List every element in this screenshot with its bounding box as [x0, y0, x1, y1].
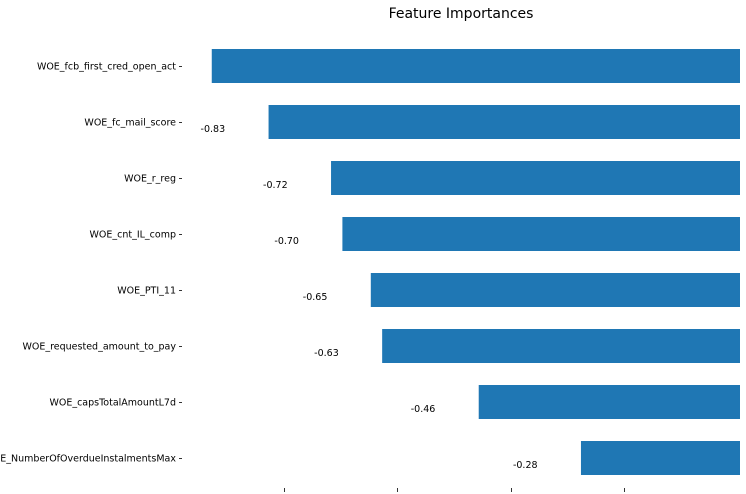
y-tick-label: WOE_PTI_11 [117, 286, 176, 297]
bar-WOE_PTI_11 [370, 273, 740, 307]
bar-WOE_r_reg [331, 161, 740, 195]
y-tick-label: WOE_r_reg [124, 174, 176, 185]
bar-WOE_requested_amount_to_pay [382, 329, 740, 363]
bar-WOE_fc_mail_score [268, 105, 740, 139]
data-label: -0.72 [263, 180, 288, 191]
data-label: -0.46 [411, 404, 436, 415]
bar-WOE_NumberOfOverdueInstalmentsMax [580, 441, 740, 475]
y-tick-label: WOE_fcb_first_cred_open_act [37, 62, 176, 73]
data-labels: -0.83 -0.72 -0.70 -0.65 -0.63 -0.46 -0.28 [201, 124, 538, 471]
y-tick-label: WOE_cnt_IL_comp [89, 230, 176, 241]
chart-title: Feature Importances [389, 6, 534, 22]
y-tick-label: WOE_requested_amount_to_pay [22, 342, 176, 353]
y-tick-label: WOE_fc_mail_score [84, 118, 176, 129]
bar-WOE_capsTotalAmountL7d [478, 385, 740, 419]
y-tick-label: WOE_NumberOfOverdueInstalmentsMax [0, 454, 176, 465]
y-axis-labels: WOE_fcb_first_cred_open_act WOE_fc_mail_s… [0, 62, 182, 465]
x-axis-ticks [284, 488, 625, 492]
bar-WOE_fcb_first_cred_open_act [211, 49, 740, 83]
data-label: -0.83 [201, 124, 226, 135]
data-label: -0.70 [274, 236, 299, 247]
data-label: -0.28 [513, 460, 538, 471]
data-label: -0.63 [314, 348, 339, 359]
bars-group [211, 49, 740, 475]
data-label: -0.65 [303, 292, 328, 303]
bar-WOE_cnt_IL_comp [342, 217, 740, 251]
y-tick-label: WOE_capsTotalAmountL7d [49, 398, 176, 409]
